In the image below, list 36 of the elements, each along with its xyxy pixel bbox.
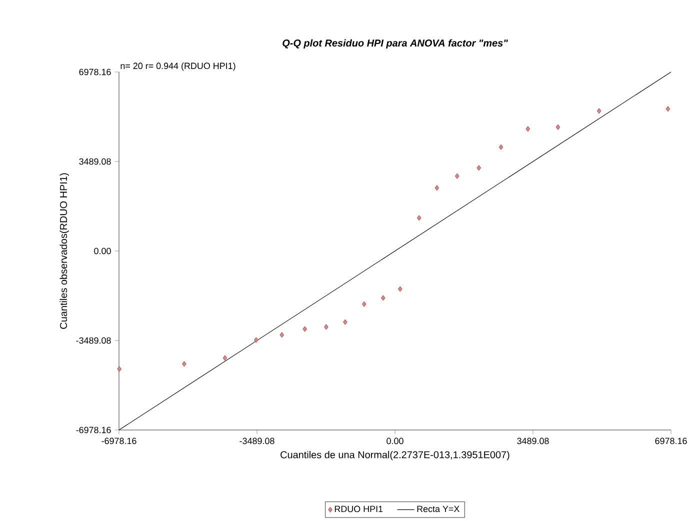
point — [324, 324, 328, 330]
point — [280, 332, 284, 338]
point — [416, 215, 422, 221]
y-tick-label: 0.00 — [94, 248, 111, 254]
point — [302, 326, 307, 332]
point — [454, 173, 460, 179]
point — [498, 144, 504, 150]
x-tick-label: -6978.16 — [102, 438, 136, 444]
y-tick-label: -3489.08 — [76, 337, 111, 344]
y-tick-label: -6978.16 — [76, 426, 111, 434]
point — [526, 126, 530, 132]
point — [182, 361, 186, 367]
legend-label: RDUO HPI1 — [334, 506, 383, 512]
y-tick-label: 6978.16 — [79, 68, 111, 76]
point — [117, 366, 122, 372]
text: n= 20 r= 0.944 (RDUO HPI1) — [120, 62, 236, 71]
point — [380, 295, 386, 301]
point — [362, 301, 366, 307]
x-tick-label: 6978.16 — [655, 438, 687, 444]
point — [596, 108, 602, 114]
x-tick-label: 0.00 — [386, 438, 404, 444]
x-tick-label: 3489.08 — [517, 438, 549, 444]
point — [434, 185, 440, 191]
point — [222, 355, 228, 361]
point — [476, 165, 481, 171]
point — [254, 337, 258, 343]
y-tick-label: 3489.08 — [79, 158, 111, 165]
point — [398, 286, 402, 292]
y-axis-title: Cuantiles observados(RDUO HPI1) — [60, 173, 69, 329]
x-tick-label: -3489.08 — [240, 438, 274, 444]
chart-title: Q-Q plot Residuo HPI para ANOVA factor "mes" — [282, 39, 508, 49]
point — [343, 319, 348, 325]
legend-label: Recta Y=X — [417, 506, 460, 512]
point — [666, 106, 670, 112]
x-axis-title: Cuantiles de una Normal(2.2737E-013,1.3951E007) — [280, 450, 510, 460]
point — [556, 124, 560, 130]
